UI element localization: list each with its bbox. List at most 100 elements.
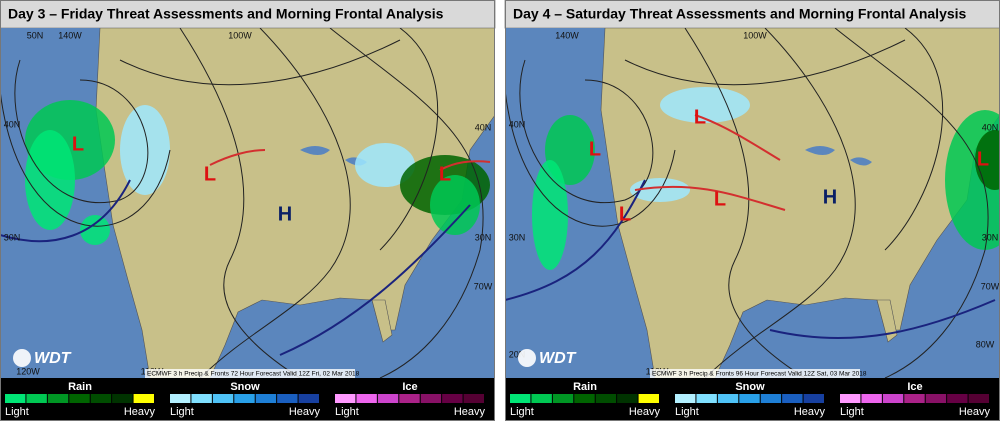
legend-name: Ice (402, 381, 417, 393)
legend-swatch (298, 394, 319, 403)
legend-swatch (882, 394, 904, 403)
title-bar (504, 0, 1000, 29)
grid-label: 70W (474, 281, 493, 291)
canada-lakes (300, 146, 367, 166)
grid-label: 100W (743, 30, 767, 40)
legend-swatch (510, 394, 531, 403)
grid-label: 40N (4, 119, 21, 129)
warm-front (209, 149, 491, 171)
grid-label: 70W (981, 281, 1000, 291)
legend-swatch (112, 394, 133, 403)
legend-swatch (47, 394, 69, 403)
pressure-center: L (72, 133, 84, 155)
grid-label: 40N (475, 122, 492, 132)
pressure-center: H (278, 203, 292, 225)
legend-swatch (968, 394, 989, 403)
isobar (884, 28, 944, 251)
legend-high: Heavy (289, 406, 321, 418)
legend-swatch (803, 394, 824, 403)
legend-swatch (356, 394, 377, 403)
legend-swatch (255, 394, 277, 403)
florida (371, 299, 393, 343)
caption-bg (650, 369, 860, 378)
panel-title: Day 4 – Saturday Threat Assessments and … (513, 6, 967, 22)
grid-label: 140W (58, 30, 82, 40)
legend-swatch (191, 394, 212, 403)
legend-swatch (717, 394, 739, 403)
legend-swatch (904, 394, 925, 403)
isobar (329, 28, 484, 378)
panel: Day 3 – Friday Threat Assessments and Mo… (0, 0, 496, 421)
panel-title: Day 3 – Friday Threat Assessments and Mo… (8, 6, 444, 22)
legend-low: Light (335, 406, 359, 418)
pressure-center: H (823, 186, 837, 208)
legend-high: Heavy (629, 406, 661, 418)
pressure-center: L (439, 163, 451, 185)
legend-name: Snow (735, 381, 765, 393)
legend-swatch (617, 394, 638, 403)
legend-swatch (739, 394, 760, 403)
legend-swatch (925, 394, 947, 403)
map (505, 28, 1000, 378)
legend-swatch (595, 394, 617, 403)
grid-label: 20N (509, 349, 526, 359)
pressure-center: L (714, 188, 726, 210)
legend-swatch (90, 394, 112, 403)
legend-swatch (335, 394, 356, 403)
canada-lakes (805, 146, 872, 166)
legend-swatch (377, 394, 399, 403)
legend-swatch (5, 394, 26, 403)
grid-label: 30N (509, 232, 526, 242)
legend-swatch (420, 394, 442, 403)
legend-low: Light (5, 406, 29, 418)
map (0, 28, 495, 378)
grid-label: 140W (555, 30, 579, 40)
isobar (505, 89, 676, 227)
precip-area (355, 143, 415, 187)
legend-swatch (531, 394, 552, 403)
isobar (834, 28, 989, 378)
isobar (519, 59, 654, 203)
isobar (379, 28, 439, 251)
legend-name: Snow (230, 381, 260, 393)
legend-high: Heavy (959, 406, 991, 418)
isobar (684, 28, 806, 378)
precip-area (120, 105, 170, 195)
legend-low: Light (840, 406, 864, 418)
legend-swatch (277, 394, 298, 403)
cold-front (505, 179, 996, 339)
isobar (199, 28, 351, 378)
legend-name: Rain (573, 381, 597, 393)
caption-bg (145, 369, 355, 378)
legend-high: Heavy (454, 406, 486, 418)
isobar (14, 59, 149, 203)
florida (876, 299, 898, 343)
legend-swatch (840, 394, 861, 403)
legend-swatch (675, 394, 696, 403)
brand: WDT (539, 350, 577, 367)
legend-low: Light (170, 406, 194, 418)
legend-high: Heavy (794, 406, 826, 418)
legend-swatch (947, 394, 968, 403)
grid-label: 30N (4, 232, 21, 242)
brand: WDT (34, 350, 72, 367)
precip-area (532, 160, 568, 270)
legend-low: Light (675, 406, 699, 418)
grid-label: 30N (982, 232, 999, 242)
grid-label: 50N (27, 30, 44, 40)
legend-swatch (442, 394, 463, 403)
legend-swatch (399, 394, 420, 403)
grid-label: 120W (16, 366, 40, 376)
legend-swatch (234, 394, 255, 403)
precip-area (660, 87, 750, 123)
brand-icon (13, 349, 31, 367)
legend-swatch (638, 394, 659, 403)
panel: Day 4 – Saturday Threat Assessments and … (504, 0, 1000, 421)
isobar (0, 89, 171, 227)
grid-label: 80W (976, 339, 995, 349)
legend-swatch (212, 394, 234, 403)
legend-swatch (69, 394, 90, 403)
precip-area (430, 175, 480, 235)
legend-swatch (463, 394, 484, 403)
